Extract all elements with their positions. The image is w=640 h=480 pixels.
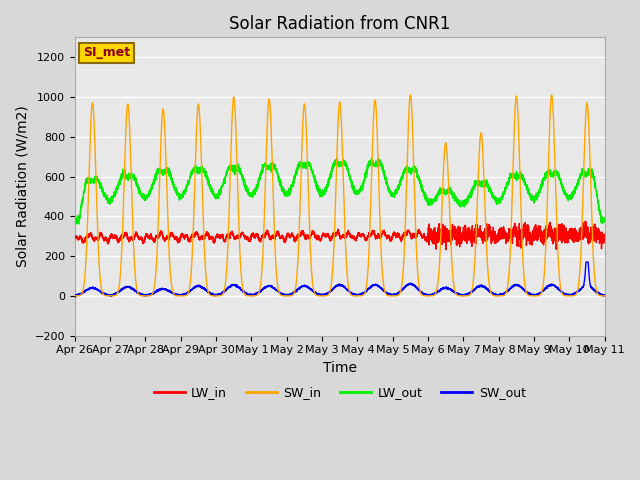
Title: Solar Radiation from CNR1: Solar Radiation from CNR1 — [229, 15, 451, 33]
LW_in — [488, 239, 496, 244]
LW_out — [75, 221, 83, 227]
SW_in — [429, 293, 436, 299]
LW_in — [600, 238, 608, 243]
SW_out — [600, 293, 608, 299]
LW_in — [442, 247, 450, 252]
X-axis label: Time: Time — [323, 361, 356, 375]
LW_in — [458, 235, 466, 240]
LW_out — [374, 156, 382, 161]
SW_in — [71, 293, 79, 299]
SW_out — [166, 288, 174, 294]
SW_out — [429, 291, 437, 297]
LW_out — [320, 191, 328, 196]
LW_out — [71, 219, 79, 225]
LW_out — [166, 169, 174, 175]
Y-axis label: Solar Radiation (W/m2): Solar Radiation (W/m2) — [15, 106, 29, 267]
SW_in — [548, 92, 556, 98]
Line: SW_out: SW_out — [75, 262, 605, 297]
LW_out — [459, 198, 467, 204]
LW_out — [601, 215, 609, 221]
LW_out — [600, 216, 608, 222]
SW_in — [488, 292, 496, 298]
SW_out — [582, 259, 590, 265]
LW_in — [429, 235, 436, 241]
LW_in — [166, 234, 174, 240]
SW_in — [601, 293, 609, 299]
Line: LW_out: LW_out — [75, 158, 605, 224]
SW_in — [320, 293, 328, 299]
SW_in — [600, 293, 608, 299]
Text: SI_met: SI_met — [83, 46, 130, 60]
Legend: LW_in, SW_in, LW_out, SW_out: LW_in, SW_in, LW_out, SW_out — [148, 381, 531, 404]
LW_out — [489, 192, 497, 197]
LW_in — [320, 232, 328, 238]
LW_in — [601, 231, 609, 237]
SW_out — [71, 294, 79, 300]
LW_out — [429, 197, 437, 203]
LW_in — [71, 236, 79, 241]
SW_out — [458, 292, 466, 298]
Line: LW_in: LW_in — [75, 221, 605, 250]
SW_out — [71, 294, 79, 300]
Line: SW_in: SW_in — [75, 95, 605, 296]
SW_out — [320, 292, 328, 298]
SW_in — [458, 293, 466, 299]
SW_out — [488, 290, 496, 296]
SW_out — [601, 292, 609, 298]
SW_in — [166, 265, 174, 271]
LW_in — [582, 218, 589, 224]
